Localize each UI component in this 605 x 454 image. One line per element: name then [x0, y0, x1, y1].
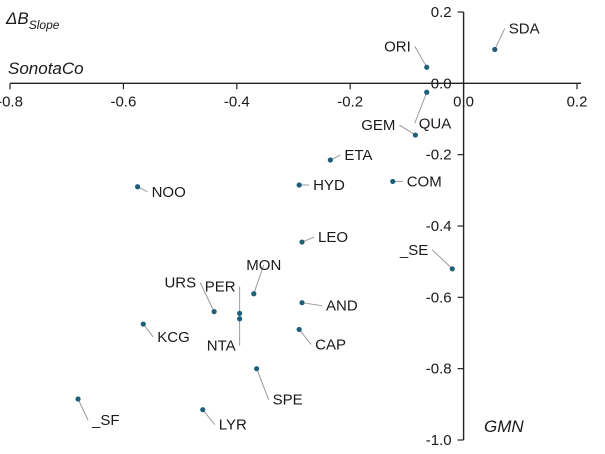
leader-line	[77, 398, 89, 421]
x-axis-title: SonotaCo	[8, 59, 84, 78]
data-point	[211, 309, 217, 315]
data-point	[237, 310, 243, 316]
leader-line	[301, 302, 323, 307]
y-tick-label: -0.8	[426, 361, 452, 378]
leader-line	[494, 28, 506, 50]
data-point	[390, 178, 396, 185]
point-label: _SE	[399, 242, 428, 259]
y-tick-label: -0.2	[426, 147, 452, 164]
point-label: HYD	[313, 177, 345, 194]
x-tick-label: -0.2	[337, 93, 363, 110]
data-point	[140, 321, 146, 327]
leader-line	[142, 323, 154, 338]
data-point	[412, 132, 419, 138]
y-tick-label: 0.2	[431, 4, 452, 21]
y-tick-label: -1.0	[426, 432, 452, 449]
leader-line	[202, 409, 216, 425]
data-point	[327, 157, 333, 163]
y-tick-label: 0.0	[431, 75, 452, 92]
point-label: GEM	[361, 117, 395, 134]
data-point	[254, 366, 260, 372]
point-label: SDA	[509, 20, 540, 37]
data-point	[237, 316, 243, 322]
x-tick-label: -0.6	[110, 93, 136, 110]
data-point	[251, 291, 257, 297]
y-axis-note: ΔBSlope	[5, 9, 60, 32]
leader-line	[431, 249, 453, 270]
point-label: _SF	[91, 412, 120, 429]
x-tick-label: 0.2	[567, 93, 588, 110]
data-point	[492, 46, 498, 53]
data-point	[134, 184, 141, 190]
y-axis-title: GMN	[484, 417, 524, 436]
point-label: NOO	[152, 184, 186, 201]
y-axis-note-subscript: Slope	[29, 18, 60, 32]
leader-line	[414, 92, 428, 124]
point-label: LYR	[219, 417, 247, 434]
point-label: ORI	[384, 38, 411, 55]
data-point	[299, 300, 305, 306]
point-label: QUA	[419, 115, 452, 132]
point-label: CAP	[315, 336, 346, 353]
data-point	[296, 182, 302, 188]
x-tick-label: -0.4	[224, 93, 250, 110]
data-point	[296, 326, 302, 333]
leader-line	[399, 124, 416, 136]
point-labels: SDA ORI QUA GEM ETA COM HYD NOO LEO _SE MON URS PER N…	[91, 20, 540, 433]
point-label: LEO	[318, 229, 348, 246]
leader-lines	[77, 28, 506, 425]
leader-line	[199, 282, 215, 312]
x-tick-label: 0.0	[453, 93, 474, 110]
data-point	[449, 266, 455, 272]
point-label: URS	[164, 275, 196, 292]
point-label: AND	[326, 298, 358, 315]
data-point	[299, 239, 305, 245]
leader-line	[253, 264, 265, 294]
data-point	[75, 396, 81, 402]
leader-line	[256, 368, 270, 400]
leader-line	[298, 329, 312, 345]
point-label: MON	[246, 257, 281, 274]
point-label: COM	[407, 173, 442, 190]
x-tick-label: -0.8	[0, 93, 23, 110]
y-tick-label: -0.4	[426, 218, 452, 235]
leader-line	[414, 46, 428, 68]
points-layer	[75, 46, 498, 413]
point-label: KCG	[157, 329, 190, 346]
point-label: SPE	[273, 392, 303, 409]
y-tick-label: -0.6	[426, 289, 452, 306]
point-label: NTA	[207, 338, 236, 355]
point-label: ETA	[344, 147, 372, 164]
data-point	[200, 407, 206, 413]
point-label: PER	[205, 278, 236, 295]
axes-layer: -0.8 -0.6 -0.4 -0.2 0.0 0.2 0.2 0.0 -0.2 -0.4 -0.6…	[0, 4, 587, 449]
data-point	[424, 64, 430, 70]
data-point	[424, 89, 430, 95]
